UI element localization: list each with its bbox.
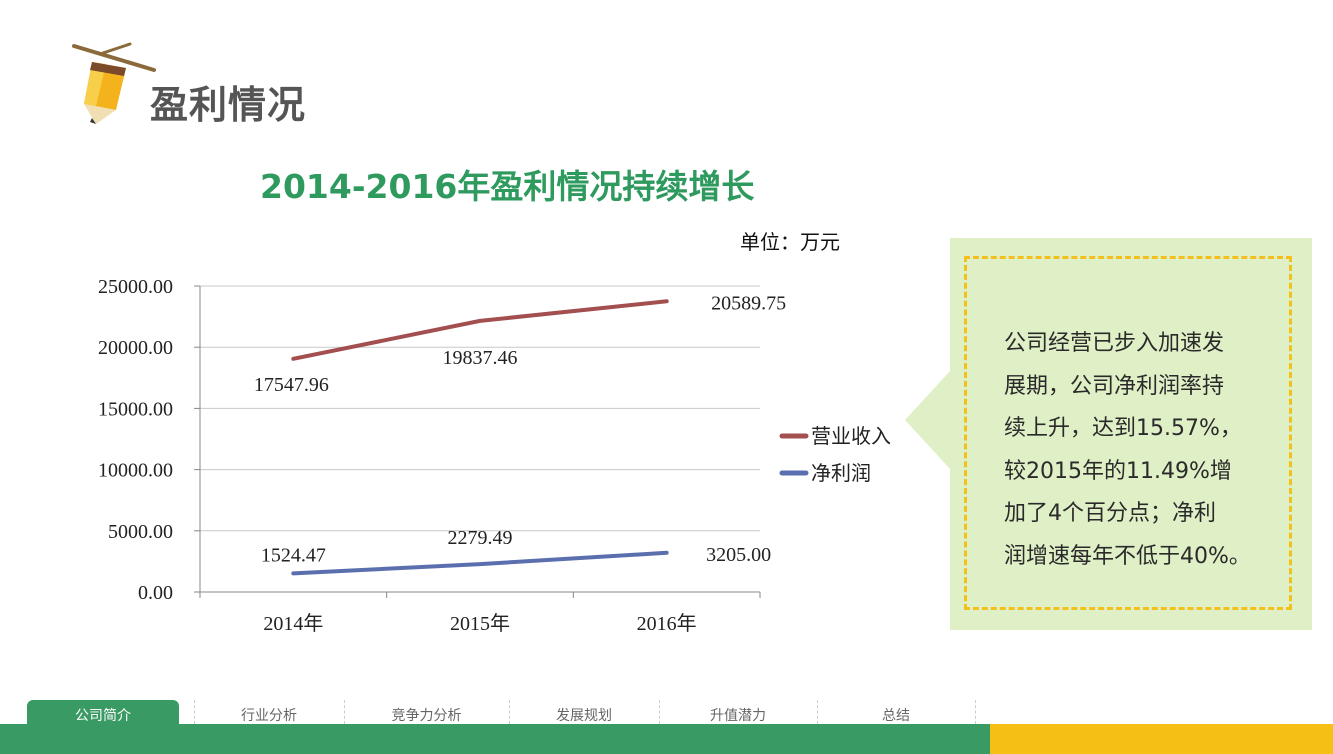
callout-text: 公司经营已步入加速发 展期，公司净利润率持 续上升，达到15.57%， 较201… xyxy=(1004,323,1274,578)
tab-company-intro[interactable]: 公司简介 xyxy=(27,700,179,730)
tab-competitiveness[interactable]: 竞争力分析 xyxy=(344,700,509,730)
tab-separator xyxy=(817,700,818,724)
tab-summary[interactable]: 总结 xyxy=(817,700,975,730)
callout-line: 公司经营已步入加速发 xyxy=(1004,331,1225,356)
nav-accent-bar xyxy=(990,724,1333,754)
tab-industry-analysis[interactable]: 行业分析 xyxy=(194,700,344,730)
page-title: 盈利情况 xyxy=(150,83,307,127)
tab-label: 竞争力分析 xyxy=(391,708,462,724)
callout-box xyxy=(950,238,1312,630)
data-label: 2279.49 xyxy=(448,527,513,549)
y-tick-label: 15000.00 xyxy=(98,398,173,420)
line-chart: 25000.00 20000.00 15000.00 10000.00 5000.00 0… xyxy=(98,276,891,635)
data-label: 17547.96 xyxy=(254,374,329,396)
tab-development-plan[interactable]: 发展规划 xyxy=(509,700,659,730)
x-tick-label: 2015年 xyxy=(450,612,510,635)
y-tick-label: 5000.00 xyxy=(108,521,173,543)
data-label: 3205.00 xyxy=(706,544,771,566)
callout-line: 展期，公司净利润率持 xyxy=(1004,373,1225,399)
data-label: 19837.46 xyxy=(443,347,518,369)
data-label: 20589.75 xyxy=(711,292,786,314)
data-label: 1524.47 xyxy=(261,544,326,566)
chart-title: 2014-2016年盈利情况持续增长 xyxy=(260,167,755,206)
legend-label: 营业收入 xyxy=(811,424,891,448)
tab-label: 行业分析 xyxy=(241,708,297,724)
tab-separator xyxy=(975,700,976,724)
callout-pointer xyxy=(905,370,951,470)
pencil-logo-icon xyxy=(72,42,156,124)
callout-dashed-border xyxy=(964,256,1292,610)
callout-line: 续上升，达到15.57%， xyxy=(1004,416,1242,441)
y-tick-label: 0.00 xyxy=(138,582,173,604)
tab-separator xyxy=(194,700,195,724)
unit-label: 单位：万元 xyxy=(740,230,840,254)
series-line xyxy=(291,550,669,576)
tab-label: 发展规划 xyxy=(556,708,612,724)
callout-line: 较2015年的11.49%增 xyxy=(1004,458,1232,484)
tab-growth-potential[interactable]: 升值潜力 xyxy=(659,700,817,730)
tab-separator xyxy=(344,700,345,724)
tab-separator xyxy=(509,700,510,724)
callout-line: 润增速每年不低于40%。 xyxy=(1004,543,1251,569)
x-tick-label: 2016年 xyxy=(637,612,697,635)
series-line xyxy=(291,299,669,361)
tab-separator xyxy=(659,700,660,724)
callout-line: 加了4个百分点；净利 xyxy=(1004,501,1216,526)
tab-label: 升值潜力 xyxy=(710,708,766,724)
tab-label: 总结 xyxy=(882,708,910,724)
y-tick-label: 10000.00 xyxy=(98,460,173,482)
legend-label: 净利润 xyxy=(811,461,871,485)
y-tick-label: 25000.00 xyxy=(98,276,173,298)
x-tick-label: 2014年 xyxy=(263,612,323,635)
y-tick-label: 20000.00 xyxy=(98,337,173,359)
tab-label: 公司简介 xyxy=(75,708,131,724)
